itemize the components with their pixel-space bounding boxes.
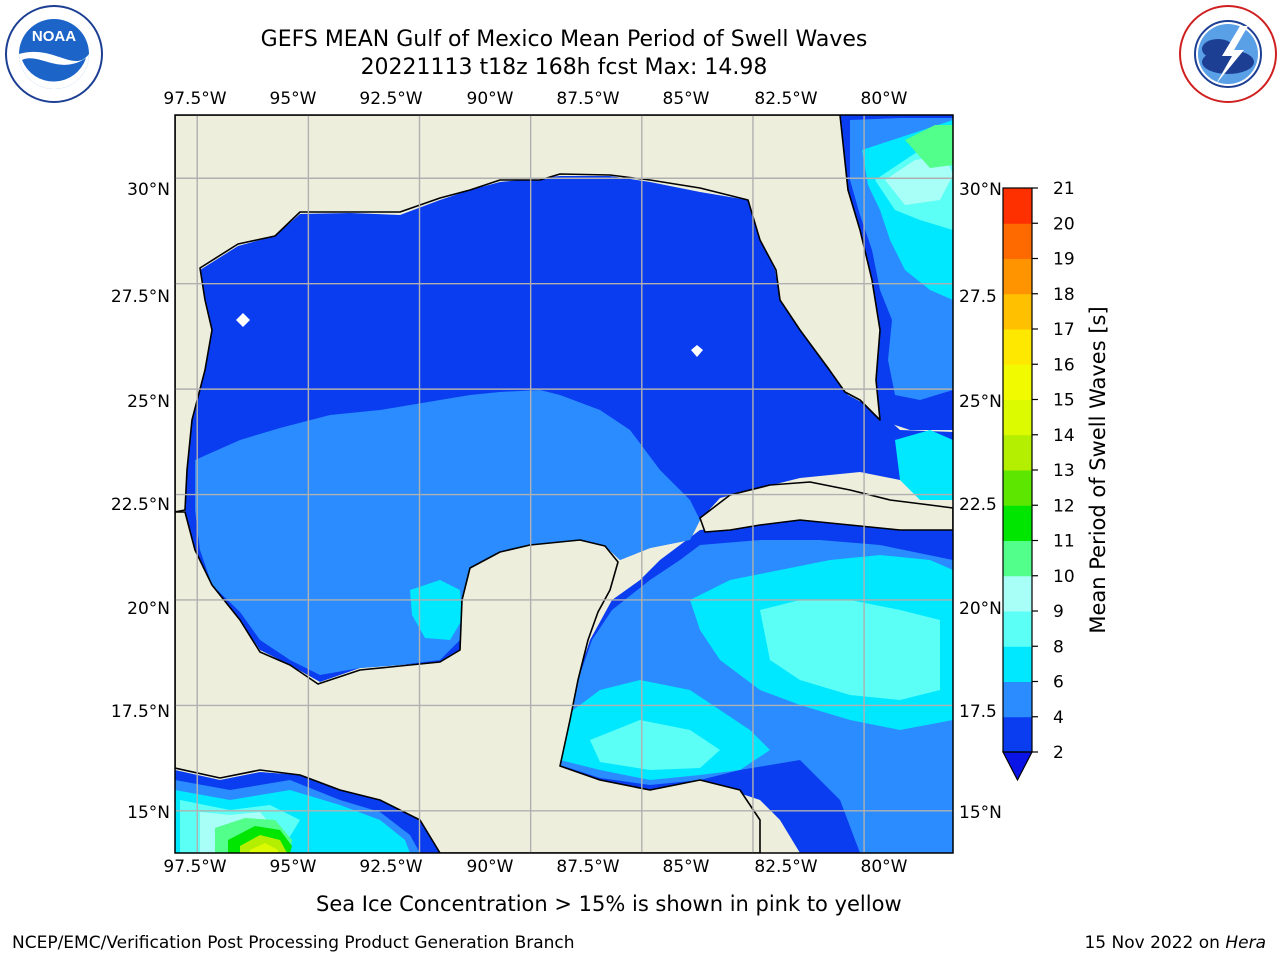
footer-host: Hera — [1225, 933, 1266, 953]
lat-tick-label: 15°N — [959, 803, 1002, 823]
colorbar-tick-label: 6 — [1053, 673, 1064, 693]
colorbar-tick-label: 15 — [1053, 391, 1075, 411]
colorbar-tick-label: 11 — [1053, 532, 1075, 552]
colorbar-segment — [1003, 258, 1032, 295]
lon-tick-label: 92.5°W — [359, 857, 423, 877]
colorbar-segment — [1003, 716, 1032, 753]
colorbar-segment — [1003, 188, 1032, 224]
nws-logo — [1179, 5, 1277, 103]
colorbar-segment — [1003, 681, 1032, 718]
colorbar-tick-label: 9 — [1053, 602, 1064, 622]
colorbar-segment — [1003, 540, 1032, 577]
lat-tick-label: 30°N — [959, 180, 1002, 200]
lon-tick-label: 80°W — [860, 857, 908, 877]
lat-tick-label: 22.5 — [959, 495, 997, 515]
pacific-swell-14to15 — [250, 843, 278, 853]
colorbar-tick-label: 16 — [1053, 355, 1075, 375]
no-data-marker — [691, 345, 703, 357]
colorbar-tick-label: 19 — [1053, 250, 1075, 270]
footer-credit: NCEP/EMC/Verification Post Processing Pr… — [12, 933, 575, 953]
lat-tick-label: 30°N — [127, 180, 170, 200]
colorbar-segment — [1003, 223, 1032, 259]
colorbar-segment — [1003, 611, 1032, 647]
mexico-central-america-land — [175, 511, 761, 853]
noaa-logo: NOAA — [5, 5, 103, 103]
colorbar-tick-label: 14 — [1053, 426, 1075, 446]
colorbar-segment — [1003, 434, 1032, 471]
caribbean-south-swell-8to9 — [590, 720, 720, 770]
colorbar-segment — [1003, 329, 1032, 365]
lat-tick-label: 20°N — [959, 599, 1002, 619]
lon-tick-label: 90°W — [466, 857, 514, 877]
colorbar-tick-label: 8 — [1053, 637, 1064, 657]
lat-tick-label: 15°N — [127, 803, 170, 823]
footer-date-text: 15 Nov 2022 on — [1084, 933, 1226, 953]
lon-tick-label: 82.5°W — [754, 89, 818, 109]
us-gulf-coast-land — [175, 115, 881, 513]
lat-tick-label: 25°N — [959, 392, 1002, 412]
sea-ice-caption: Sea Ice Concentration > 15% is shown in … — [316, 892, 902, 916]
colorbar-segment — [1003, 646, 1032, 682]
lat-tick-label: 22.5°N — [110, 495, 170, 515]
yucatan-pocket-swell-6to8 — [410, 580, 462, 640]
lat-tick-label: 17.5°N — [110, 702, 170, 722]
no-data-marker — [236, 313, 250, 327]
colorbar-tick-label: 21 — [1053, 179, 1075, 199]
colorbar-tick-label: 20 — [1053, 214, 1075, 234]
lon-tick-label: 90°W — [466, 89, 514, 109]
colorbar-tick-label: 10 — [1053, 567, 1075, 587]
colorbar-segment — [1003, 470, 1032, 506]
lat-tick-label: 27.5 — [959, 287, 997, 307]
lon-tick-label: 97.5°W — [163, 857, 227, 877]
colorbar-tick-label: 18 — [1053, 285, 1075, 305]
colorbar-label: Mean Period of Swell Waves [s] — [1086, 306, 1110, 633]
map-title-line2: 20221113 t18z 168h fcst Max: 14.98 — [360, 55, 768, 80]
lon-tick-label: 80°W — [860, 89, 908, 109]
lon-tick-label: 85°W — [662, 89, 710, 109]
lon-tick-label: 97.5°W — [163, 89, 227, 109]
colorbar-segment — [1003, 575, 1032, 612]
lon-tick-label: 92.5°W — [359, 89, 423, 109]
lon-tick-label: 87.5°W — [556, 89, 620, 109]
colorbar-segment — [1003, 505, 1032, 541]
noaa-logo-text: NOAA — [32, 28, 76, 45]
colorbar-tick-label: 4 — [1053, 708, 1064, 728]
lat-tick-label: 17.5 — [959, 702, 997, 722]
map-title-line1: GEFS MEAN Gulf of Mexico Mean Period of … — [260, 27, 868, 52]
colorbar-extend-min — [1002, 751, 1033, 782]
lon-tick-label: 87.5°W — [556, 857, 620, 877]
colorbar-tick-label: 12 — [1053, 496, 1075, 516]
colorbar-tick-label: 17 — [1053, 320, 1075, 340]
lon-tick-label: 85°W — [662, 857, 710, 877]
map-area — [175, 115, 953, 853]
atlantic-swell-10to11 — [905, 125, 953, 168]
lon-tick-label: 95°W — [269, 857, 317, 877]
gulf-swell-4to6 — [195, 390, 700, 675]
colorbar-tick-label: 2 — [1053, 743, 1064, 763]
colorbar-segment — [1003, 399, 1032, 436]
lat-tick-label: 25°N — [127, 392, 170, 412]
lon-tick-label: 95°W — [269, 89, 317, 109]
footer-date: 15 Nov 2022 on Hera — [1084, 933, 1266, 953]
lat-tick-label: 20°N — [127, 599, 170, 619]
colorbar-tick-label: 13 — [1053, 461, 1075, 481]
caribbean-swell-8to9 — [760, 600, 940, 700]
map-frame — [174, 114, 954, 854]
colorbar-segment — [1003, 364, 1032, 400]
colorbar-segment — [1003, 293, 1032, 330]
atlantic-swell-9to10 — [885, 155, 953, 205]
lat-tick-label: 27.5°N — [110, 287, 170, 307]
lon-tick-label: 82.5°W — [754, 857, 818, 877]
bahamas-swell-6to8 — [895, 430, 953, 500]
